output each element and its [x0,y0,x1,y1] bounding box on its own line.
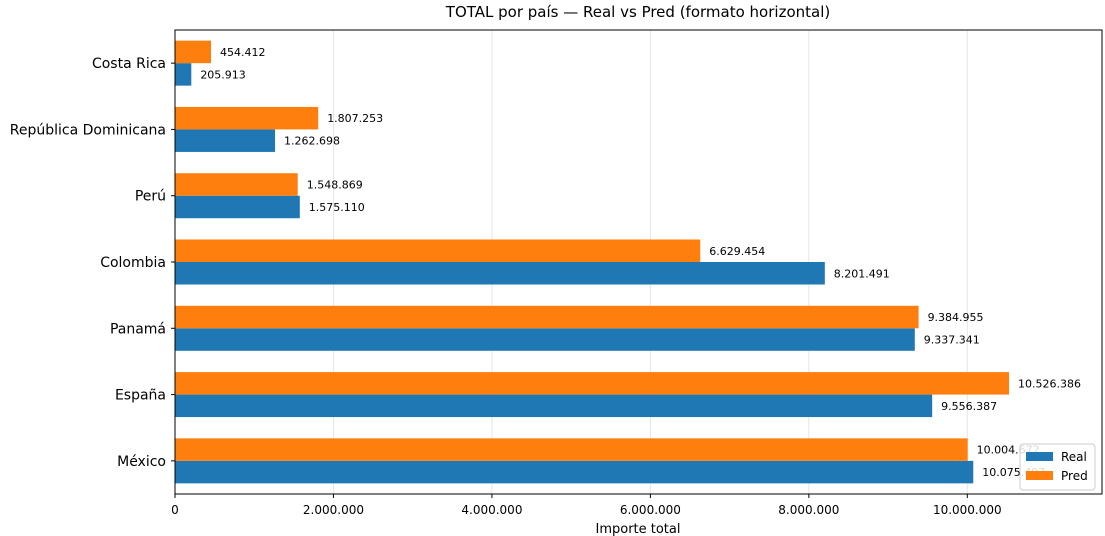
bar-pred [175,372,1010,395]
bar-pred [175,173,298,196]
legend-label-pred: Pred [1061,469,1088,483]
bar-label-real: 205.913 [200,68,246,81]
bar-real [175,262,825,285]
bars-group [175,40,1010,484]
bar-label-pred: 9.384.955 [928,311,984,324]
bar-label-pred: 1.807.253 [327,112,383,125]
y-tick-label: Panamá [110,321,166,337]
bar-pred [175,40,212,64]
y-tick-label: México [117,454,166,470]
x-tick-label: 2.000.000 [303,503,364,517]
bar-pred [175,305,919,329]
bar-label-pred: 10.526.386 [1018,377,1081,390]
x-tick-labels: 0 2.000.000 4.000.000 6.000.000 8.000.000 10.… [171,494,1002,517]
bar-real [175,328,915,351]
y-tick-labels: México España Panamá Colombia Perú República … [10,56,175,470]
legend-label-real: Real [1061,450,1087,464]
x-tick-label: 8.000.000 [778,503,839,517]
bar-label-pred: 1.548.869 [307,178,363,191]
y-tick-label: Perú [135,189,166,205]
bar-real [175,63,192,86]
bar-pred [175,438,968,461]
y-tick-label: República Dominicana [10,122,166,138]
bar-label-real: 8.201.491 [834,267,890,280]
bar-real [175,460,974,484]
chart-title: TOTAL por país — Real vs Pred (formato h… [445,3,830,21]
bar-label-real: 1.575.110 [309,201,365,214]
y-tick-label: Colombia [100,255,166,271]
y-tick-label: Costa Rica [92,56,166,72]
bar-label-pred: 6.629.454 [709,245,765,258]
bar-label-real: 1.262.698 [284,135,340,148]
x-tick-label: 10.000.000 [933,503,1002,517]
y-tick-label: España [115,388,166,404]
bar-pred [175,106,319,130]
bar-real [175,394,933,418]
x-tick-label: 0 [171,503,179,517]
bar-real [175,195,300,219]
bar-real [175,129,276,152]
legend: Real Pred [1019,443,1096,491]
bar-pred [175,239,701,262]
bar-label-real: 9.337.341 [924,334,980,347]
plot-frame [174,29,1103,495]
x-tick-label: 4.000.000 [461,503,522,517]
bar-label-real: 9.556.387 [941,400,997,413]
legend-swatch-real [1026,452,1053,461]
bar-label-pred: 454.412 [220,46,266,59]
x-tick-label: 6.000.000 [620,503,681,517]
bar-labels-group: 10.075.49710.004.6729.556.38710.526.3869… [200,46,1081,479]
legend-swatch-pred [1026,471,1053,480]
x-axis-label: Importe total [595,522,680,536]
